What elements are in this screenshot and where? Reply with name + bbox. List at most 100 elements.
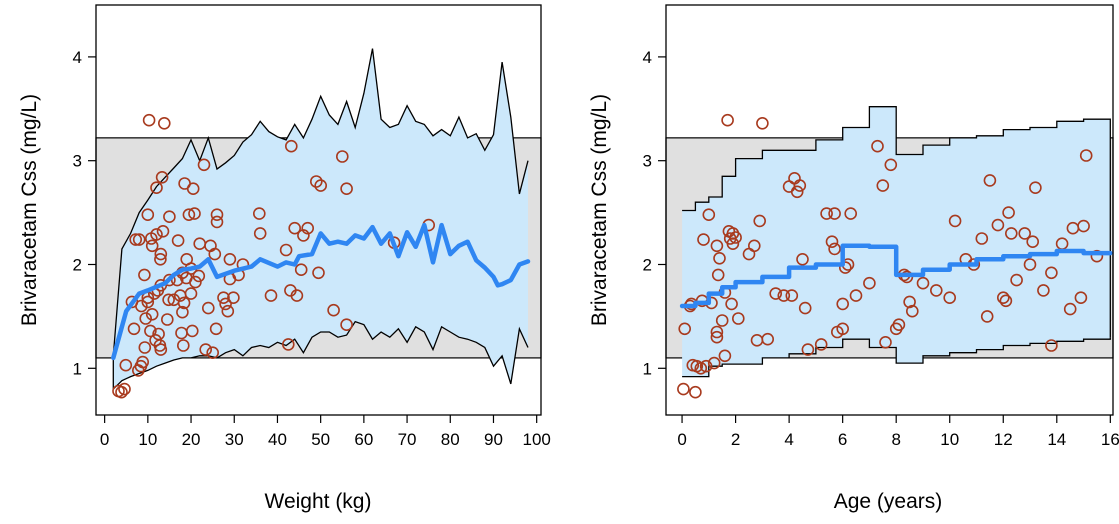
data-point xyxy=(756,117,769,130)
prediction-interval-upper-line xyxy=(682,106,1111,338)
data-point xyxy=(1004,227,1018,240)
data-point xyxy=(1023,258,1037,271)
data-point xyxy=(155,171,169,184)
data-point xyxy=(177,296,191,310)
data-point xyxy=(777,289,791,302)
prediction-interval-band xyxy=(682,106,1111,377)
data-point xyxy=(171,234,185,247)
data-point xyxy=(828,207,841,220)
data-point xyxy=(284,139,298,153)
data-point xyxy=(814,338,828,351)
data-point xyxy=(288,221,302,235)
data-point xyxy=(118,382,131,396)
x-tick-label: 50 xyxy=(311,430,330,449)
observed-points xyxy=(112,113,436,399)
data-point xyxy=(769,287,783,300)
data-point xyxy=(1074,291,1088,305)
data-point xyxy=(184,287,198,300)
data-point xyxy=(801,343,815,356)
data-point xyxy=(301,221,315,235)
x-tick-label: 2 xyxy=(731,430,740,449)
data-point xyxy=(710,330,724,344)
data-point xyxy=(294,263,308,277)
data-point xyxy=(825,235,839,248)
data-point xyxy=(747,239,761,253)
data-point xyxy=(1063,302,1077,316)
data-point xyxy=(186,324,199,338)
data-point xyxy=(136,355,149,369)
data-point xyxy=(689,385,702,399)
x-tick-label: 100 xyxy=(522,430,550,449)
data-point xyxy=(210,208,224,221)
data-point xyxy=(836,322,850,336)
data-point xyxy=(836,297,850,311)
data-point xyxy=(150,228,163,241)
data-point xyxy=(710,325,724,339)
data-point xyxy=(176,305,189,319)
data-point xyxy=(892,318,906,332)
data-point xyxy=(905,304,919,318)
data-point xyxy=(702,208,716,221)
x-axis: 0 2 4 6 8 10 12 14 16 xyxy=(677,415,1119,449)
data-point xyxy=(139,312,152,325)
data-point xyxy=(1090,249,1104,263)
data-point xyxy=(849,289,863,302)
prediction-interval-band xyxy=(113,48,529,390)
data-point xyxy=(127,322,141,336)
data-point xyxy=(119,358,133,372)
data-point xyxy=(217,291,230,305)
x-tick-label: 6 xyxy=(838,430,847,449)
data-point xyxy=(1026,235,1039,248)
data-point xyxy=(202,301,215,315)
data-point xyxy=(678,322,692,336)
data-point xyxy=(1018,227,1031,240)
data-point xyxy=(154,252,167,266)
plot-frame xyxy=(665,4,1114,416)
y-tick-label: 1 xyxy=(73,359,82,378)
y-tick-label: 3 xyxy=(643,152,652,171)
data-point xyxy=(227,291,240,305)
x-tick-label: 16 xyxy=(1101,430,1119,449)
data-point xyxy=(726,237,740,250)
data-point xyxy=(312,266,325,280)
data-point xyxy=(154,343,168,356)
data-point xyxy=(943,291,957,305)
data-point xyxy=(677,382,690,396)
data-point xyxy=(163,273,176,287)
data-point xyxy=(340,182,353,195)
data-point xyxy=(948,214,962,228)
data-point xyxy=(983,174,997,187)
x-tick-label: 10 xyxy=(940,430,959,449)
data-point xyxy=(725,297,738,311)
data-point xyxy=(884,158,898,172)
data-point xyxy=(761,332,775,346)
data-point xyxy=(718,349,732,363)
y-axis-label: Brivaracetam Css (mg/L) xyxy=(18,94,41,326)
data-point xyxy=(309,175,323,188)
data-point xyxy=(340,318,353,332)
data-point xyxy=(144,324,157,338)
data-point xyxy=(141,208,155,221)
data-point xyxy=(192,269,206,283)
data-point xyxy=(297,229,310,242)
data-point xyxy=(138,341,152,354)
data-point xyxy=(210,215,224,229)
data-point xyxy=(713,251,726,265)
data-point xyxy=(138,268,151,282)
y-axis-label: Brivaracetam Css (mg/L) xyxy=(588,94,611,326)
y-tick-label: 1 xyxy=(643,359,652,378)
data-point xyxy=(290,289,304,302)
data-point xyxy=(798,301,812,315)
data-point xyxy=(790,185,804,199)
data-point xyxy=(188,207,201,220)
data-point xyxy=(871,139,884,153)
x-axis-label: Age (years) xyxy=(834,490,943,513)
x-tick-label: 40 xyxy=(268,430,287,449)
data-point xyxy=(253,227,267,240)
prediction-interval-upper-line xyxy=(112,48,529,356)
data-point xyxy=(975,232,989,245)
x-tick-label: 60 xyxy=(354,430,373,449)
median-line xyxy=(679,243,1113,309)
